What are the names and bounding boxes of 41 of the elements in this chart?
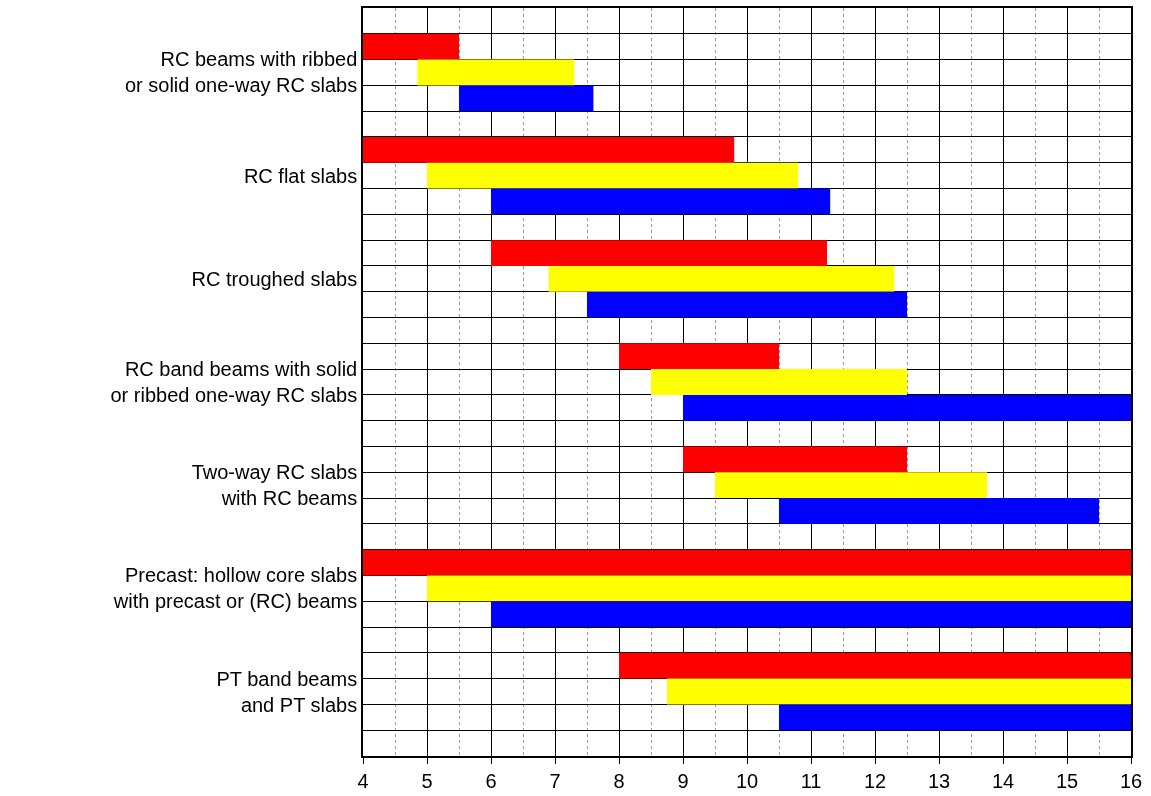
bar: [363, 549, 1131, 576]
bar: [491, 601, 1131, 628]
x-tick-label: 11: [800, 769, 822, 792]
y-tick-label: RC beams with ribbed or solid one-way RC slabs: [124, 48, 358, 97]
x-tick-label: 14: [991, 769, 1015, 792]
y-tick-label: Two-way RC slabs with RC beams: [191, 461, 358, 510]
y-tick-label: PT band beams and PT slabs: [216, 667, 358, 716]
bar: [427, 162, 799, 189]
bar: [459, 85, 594, 112]
x-tick-label: 6: [485, 769, 497, 792]
x-tick-label: 12: [863, 769, 887, 792]
bar: [491, 240, 827, 266]
x-tick-label: 7: [549, 769, 561, 792]
bar: [363, 136, 735, 163]
bar: [619, 652, 1131, 679]
bar: [427, 575, 1131, 602]
bar: [363, 33, 459, 60]
y-tick-label: RC flat slabs: [243, 164, 358, 187]
bar: [548, 265, 895, 292]
y-tick-label: RC band beams with solid or ribbed one-way RC slabs: [110, 358, 358, 406]
x-tick-label: 13: [927, 769, 951, 792]
x-tick-label: 9: [677, 769, 689, 792]
bar: [715, 472, 987, 499]
bar: [779, 704, 1131, 731]
bar: [417, 59, 575, 86]
y-tick-label: RC troughed slabs: [191, 267, 358, 290]
bar: [619, 343, 779, 370]
x-tick-label: 15: [1055, 769, 1079, 792]
y-tick-label: Precast: hollow core slabs with precast or (RC) beams: [112, 564, 358, 613]
x-tick-label: 4: [357, 769, 369, 792]
bar: [683, 446, 907, 473]
x-tick-label: 5: [421, 769, 433, 792]
x-tick-label: 16: [1119, 769, 1143, 792]
bar: [779, 498, 1099, 524]
bar: [587, 291, 907, 318]
x-tick-label: 10: [735, 769, 759, 792]
x-tick-label: 8: [613, 769, 625, 792]
bar: [683, 394, 1131, 421]
bar: [667, 678, 1131, 705]
bar: [651, 369, 907, 395]
bar: [491, 188, 831, 215]
